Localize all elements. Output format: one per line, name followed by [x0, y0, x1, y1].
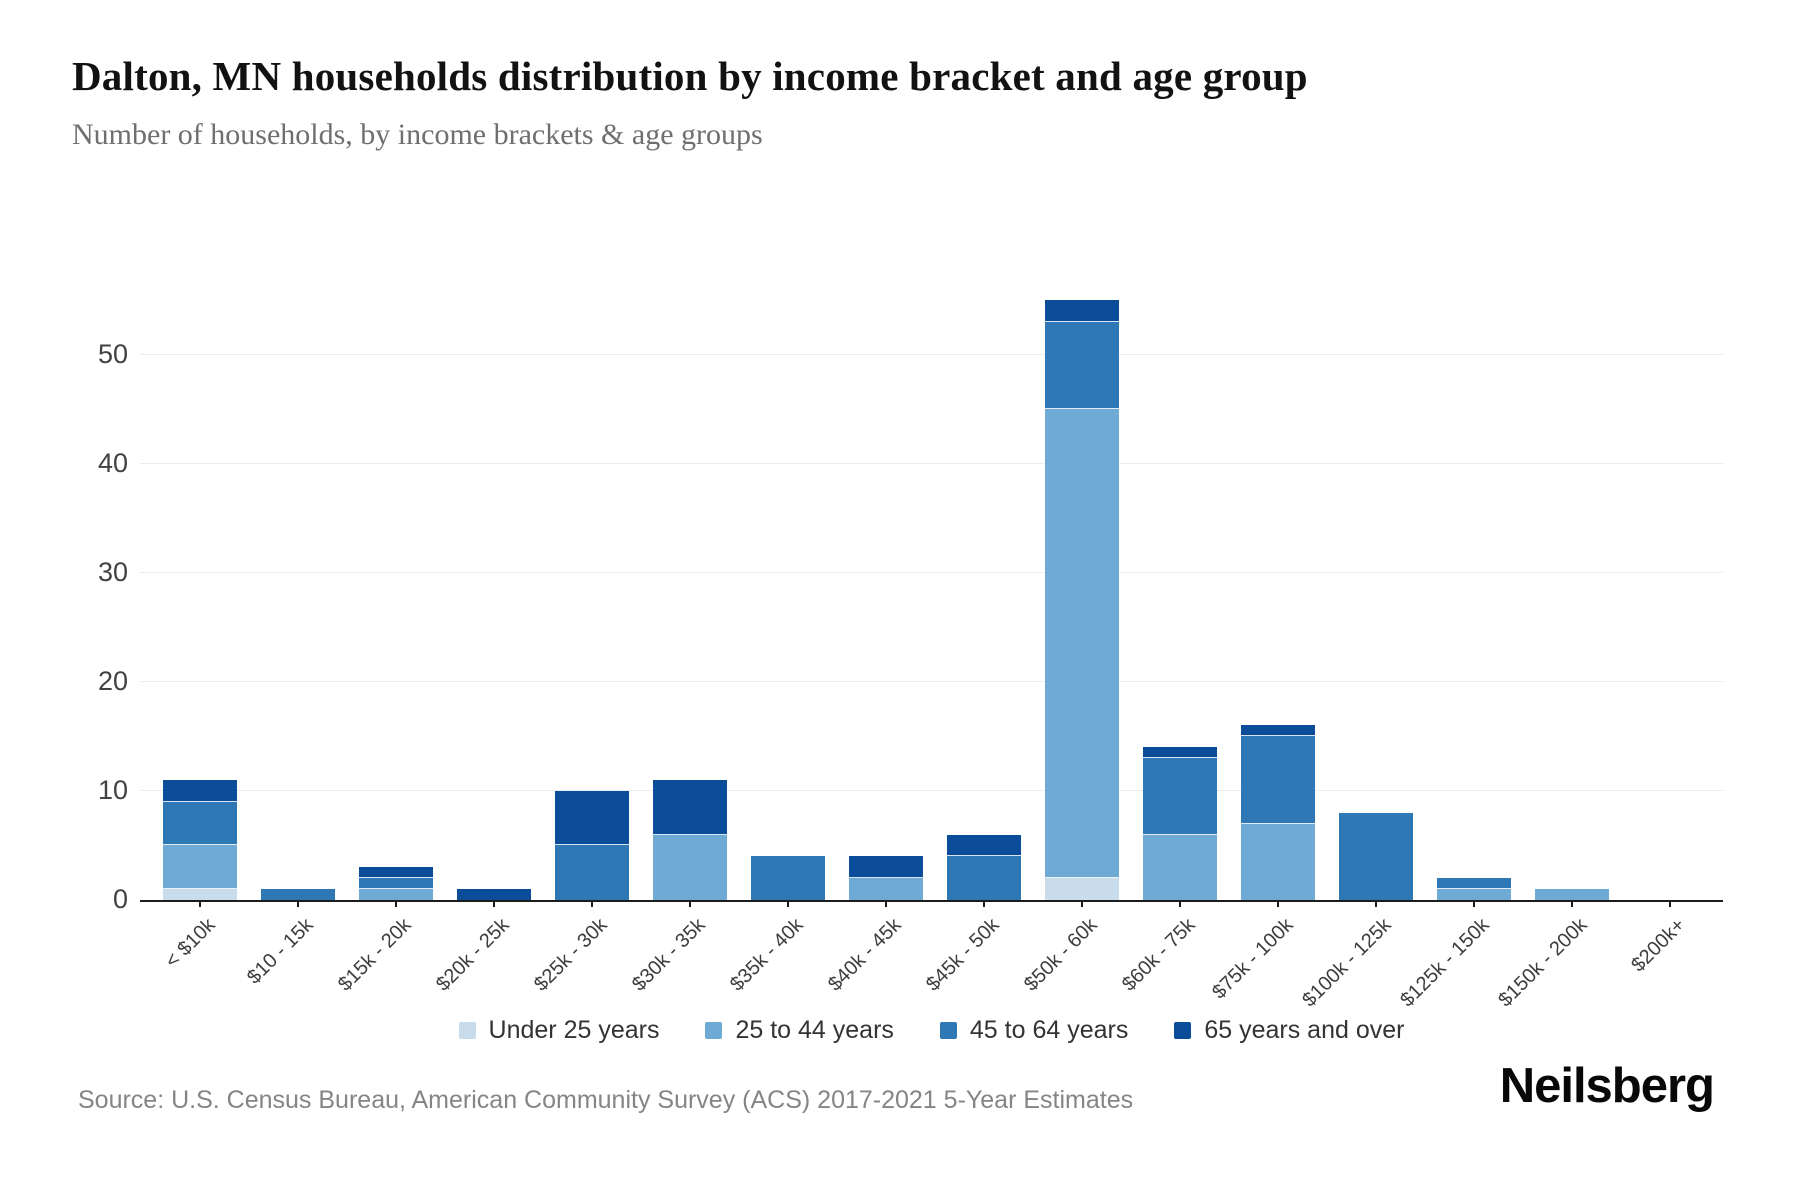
x-tick-mark: [1179, 900, 1181, 907]
x-tick-mark: [1375, 900, 1377, 907]
x-tick-mark: [885, 900, 887, 907]
brand-logo: Neilsberg: [1499, 1059, 1715, 1113]
x-tick-mark: [591, 900, 593, 907]
bar-segment[interactable]: [1241, 736, 1315, 824]
x-tick-mark: [787, 900, 789, 907]
x-tick-label: < $10k: [161, 914, 220, 973]
x-tick-label: $75k - 100k: [1208, 914, 1298, 1004]
bar-segment[interactable]: [163, 780, 237, 802]
grid-line: [140, 462, 1723, 464]
bar-segment[interactable]: [947, 834, 1021, 857]
y-tick-label: 40: [97, 447, 128, 478]
chart-subtitle: Number of households, by income brackets…: [72, 118, 763, 151]
bar-segment[interactable]: [849, 856, 923, 879]
legend-label: 65 years and over: [1204, 1016, 1405, 1044]
bar-segment[interactable]: [457, 889, 531, 900]
legend-item[interactable]: 65 years and over: [1174, 1016, 1404, 1045]
bar-segment[interactable]: [1339, 812, 1413, 900]
bar-segment[interactable]: [359, 878, 433, 890]
bar-segment[interactable]: [849, 878, 923, 900]
bar-segment[interactable]: [1437, 878, 1511, 890]
source-note: Source: U.S. Census Bureau, American Com…: [78, 1086, 1134, 1114]
x-tick-mark: [1081, 900, 1083, 907]
bar-segment[interactable]: [653, 834, 727, 900]
legend-item[interactable]: 45 to 64 years: [939, 1016, 1129, 1045]
bar-segment[interactable]: [1143, 747, 1217, 759]
x-tick-label: $30k - 35k: [627, 914, 710, 996]
bar-segment[interactable]: [1535, 889, 1609, 900]
bar-segment[interactable]: [163, 889, 237, 900]
bar-segment[interactable]: [1143, 834, 1217, 900]
y-tick-label: 50: [97, 338, 128, 369]
x-tick-mark: [1473, 900, 1475, 907]
page-title: Dalton, MN households distribution by in…: [72, 53, 1308, 99]
bar-segment[interactable]: [751, 856, 825, 900]
legend-item[interactable]: Under 25 years: [458, 1016, 660, 1045]
bar-segment[interactable]: [1045, 878, 1119, 900]
y-tick-label: 0: [112, 884, 128, 914]
x-tick-mark: [395, 900, 397, 907]
x-tick-label: $20k - 25k: [431, 914, 514, 996]
bar-segment[interactable]: [947, 856, 1021, 900]
y-tick-label: 30: [97, 556, 128, 587]
legend-label: 45 to 64 years: [969, 1016, 1129, 1044]
legend-item[interactable]: 25 to 44 years: [705, 1016, 894, 1045]
x-tick-label: $60k - 75k: [1117, 914, 1200, 996]
y-tick-label: 20: [97, 665, 128, 696]
legend-swatch: [458, 1022, 476, 1039]
bar-segment[interactable]: [1241, 725, 1315, 737]
x-tick-label: $15k - 20k: [333, 914, 416, 996]
bar-segment[interactable]: [1045, 409, 1119, 879]
grid-line: [140, 353, 1723, 355]
x-tick-label: $10 - 15k: [243, 914, 318, 989]
x-tick-label: $45k - 50k: [921, 914, 1004, 996]
grid-line: [140, 571, 1723, 573]
bar-segment[interactable]: [1143, 758, 1217, 835]
x-tick-label: $125k - 150k: [1396, 914, 1494, 1012]
legend-label: Under 25 years: [488, 1016, 660, 1044]
x-tick-mark: [493, 900, 495, 907]
legend-swatch: [939, 1022, 957, 1039]
x-tick-label: $100k - 125k: [1298, 914, 1396, 1012]
legend-label: 25 to 44 years: [735, 1016, 894, 1044]
x-tick-label: $40k - 45k: [823, 914, 906, 996]
grid-line: [140, 789, 1723, 791]
x-tick-mark: [1277, 900, 1279, 907]
bar-segment[interactable]: [1045, 300, 1119, 322]
legend-swatch: [1174, 1022, 1192, 1039]
bar-segment[interactable]: [555, 790, 629, 846]
bar-segment[interactable]: [555, 845, 629, 900]
x-tick-label: $50k - 60k: [1019, 914, 1102, 996]
legend-swatch: [705, 1022, 723, 1039]
bar-segment[interactable]: [1437, 889, 1511, 900]
y-tick-label: 10: [97, 774, 128, 805]
bar-segment[interactable]: [261, 889, 335, 900]
x-tick-mark: [689, 900, 691, 907]
x-tick-mark: [1669, 900, 1671, 907]
bar-segment[interactable]: [1241, 823, 1315, 900]
x-tick-label: $25k - 30k: [529, 914, 612, 996]
bar-segment[interactable]: [653, 780, 727, 835]
bar-segment[interactable]: [1045, 321, 1119, 410]
bar-segment[interactable]: [163, 801, 237, 846]
x-tick-mark: [1571, 900, 1573, 907]
plot-area: < $10k $10 - 15k $15k - 20k $20k - 25k $25k …: [140, 300, 1723, 1011]
bar-segment[interactable]: [163, 845, 237, 890]
grid-line: [140, 680, 1723, 682]
bar-segment[interactable]: [359, 889, 433, 900]
x-tick-label: $35k - 40k: [725, 914, 808, 996]
chart-legend: Under 25 years 25 to 44 years 45 to 64 yea…: [140, 1016, 1723, 1045]
bar-segment[interactable]: [359, 867, 433, 879]
x-tick-mark: [199, 900, 201, 907]
x-tick-mark: [297, 900, 299, 907]
x-tick-mark: [983, 900, 985, 907]
